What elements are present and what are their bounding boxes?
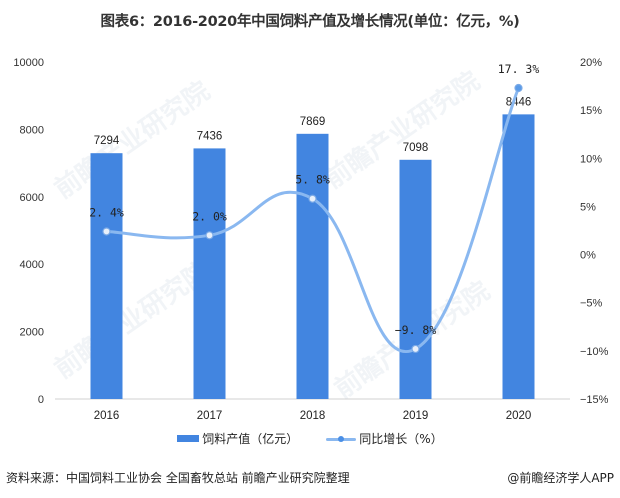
x-axis-tick: 2020 [506, 410, 532, 422]
bar-2016[interactable] [90, 153, 123, 399]
left-axis-tick: 0 [38, 394, 44, 406]
right-axis-tick: −5% [580, 298, 603, 310]
bar-value-label: 7436 [197, 130, 223, 142]
combo-chart: 0 2000 4000 6000 8000 10000 −15% −10% −5% 0% 5% 10%… [13, 57, 609, 422]
right-axis-tick: 0% [580, 250, 596, 262]
bar-value-label: 7869 [300, 116, 326, 128]
bar-value-label: 8446 [506, 96, 532, 108]
source-note: 资料来源：中国饲料工业协会 全国畜牧总站 前瞻产业研究院整理 [6, 471, 350, 485]
bar-2018[interactable] [296, 133, 329, 399]
legend-label-output: 饲料产值（亿元） [202, 432, 299, 446]
right-axis-tick: −10% [580, 346, 609, 358]
growth-value-label: 17. 3% [498, 62, 540, 76]
growth-value-label: 5. 8% [295, 173, 330, 187]
x-axis-tick: 2016 [94, 410, 120, 422]
left-axis-tick: 2000 [20, 327, 44, 339]
legend-label-growth: 同比增长（%） [359, 432, 443, 446]
left-axis-tick: 4000 [20, 259, 44, 271]
growth-value-label: 2. 0% [192, 209, 227, 223]
chart-title: 图表6：2016-2020年中国饲料产值及增长情况(单位：亿元，%) [100, 14, 520, 30]
growth-value-label: −9. 8% [395, 323, 437, 337]
legend-item-growth[interactable]: 同比增长（%） [326, 430, 443, 447]
right-axis-tick: 20% [580, 57, 602, 69]
right-axis-tick: 10% [580, 153, 602, 165]
chart-legend: 饲料产值（亿元） 同比增长（%） [0, 430, 620, 447]
right-axis-tick: 15% [580, 105, 602, 117]
bar-2019[interactable] [399, 159, 432, 399]
growth-marker[interactable] [102, 227, 111, 236]
left-axis-tick: 8000 [20, 124, 44, 136]
line-swatch-icon [326, 434, 357, 444]
x-axis-tick: 2017 [197, 410, 223, 422]
right-axis-tick: −15% [580, 394, 609, 406]
growth-line[interactable] [105, 86, 520, 354]
growth-marker[interactable] [411, 344, 420, 354]
bar-value-label: 7294 [94, 135, 120, 147]
credit: @前瞻经济学人APP [507, 471, 614, 485]
bar-2017[interactable] [193, 148, 226, 399]
x-axis-tick: 2019 [403, 410, 429, 422]
x-axis-tick: 2018 [300, 410, 326, 422]
growth-marker[interactable] [205, 231, 214, 240]
bar-swatch-icon [177, 435, 200, 442]
bar-value-label: 7098 [403, 142, 429, 154]
left-axis-tick: 6000 [20, 192, 44, 204]
growth-marker[interactable] [308, 194, 317, 203]
left-axis-tick: 10000 [13, 57, 44, 69]
growth-value-label: 2. 4% [89, 205, 124, 219]
legend-item-output[interactable]: 饲料产值（亿元） [177, 430, 298, 447]
footer: 资料来源：中国饲料工业协会 全国畜牧总站 前瞻产业研究院整理 @前瞻经济学人AP… [6, 469, 614, 486]
growth-marker[interactable] [514, 83, 523, 93]
right-axis-tick: 5% [580, 201, 596, 213]
bar-2020[interactable] [502, 114, 535, 399]
